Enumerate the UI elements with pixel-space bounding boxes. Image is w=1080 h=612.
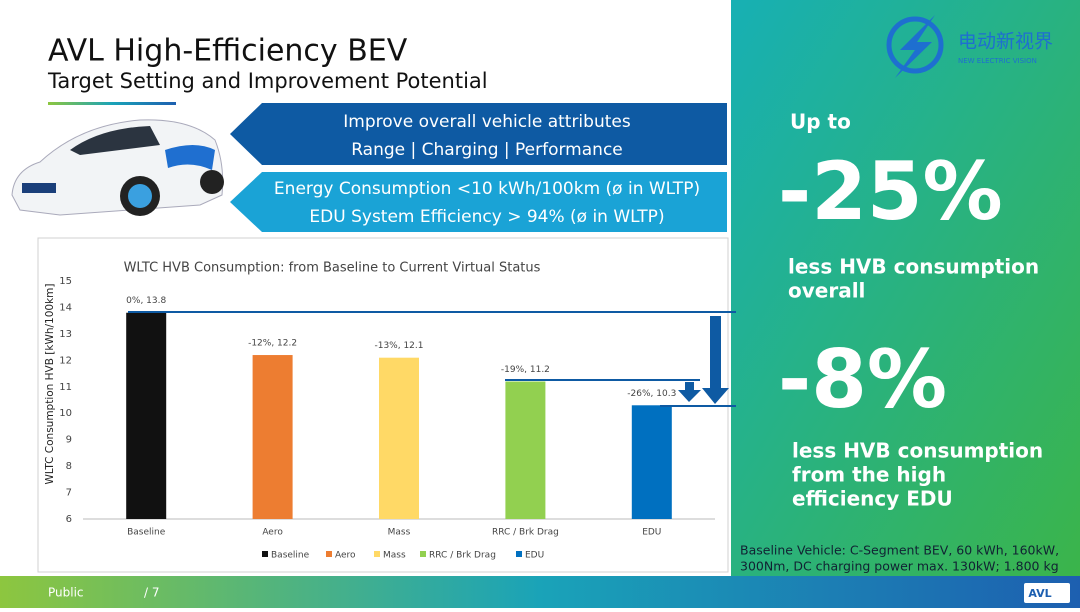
subtitle: Target Setting and Improvement Potential (47, 69, 488, 93)
y-tick-label: 14 (59, 302, 72, 313)
highlight-text: efficiency EDU (792, 487, 953, 511)
brand: AVL (1028, 587, 1051, 600)
title: AVL High-Efficiency BEV (48, 34, 408, 69)
banner-text: Range | Charging | Performance (351, 140, 623, 160)
annotation-arrows (128, 311, 736, 407)
footer-classification: Public (48, 586, 84, 600)
footnote: 300Nm, DC charging power max. 130kW; 1.8… (740, 559, 1059, 574)
y-tick-label: 8 (66, 461, 72, 472)
banner-text: Energy Consumption <10 kWh/100km (ø in W… (274, 179, 700, 199)
value-label: -13%, 12.1 (374, 341, 423, 351)
highlight-text: overall (788, 279, 865, 303)
value-label: -19%, 11.2 (501, 365, 550, 375)
car (11, 119, 224, 216)
y-tick-label: 10 (59, 408, 72, 419)
y-tick-label: 6 (66, 514, 72, 525)
y-tick-label: 9 (66, 435, 72, 446)
highlight-value: -8% (778, 333, 947, 426)
value-label: 0%, 13.8 (126, 296, 166, 306)
footnote: Baseline Vehicle: C-Segment BEV, 60 kWh,… (740, 543, 1059, 558)
x-tick-label: RRC / Brk Drag (492, 528, 559, 538)
highlight-value: -25% (778, 145, 1003, 238)
x-tick-label: Baseline (127, 528, 166, 538)
bar (505, 381, 546, 519)
chart-title: WLTC HVB Consumption: from Baseline to C… (124, 261, 541, 276)
legend-label: RRC / Brk Drag (429, 551, 496, 561)
legend-swatch (326, 551, 332, 557)
legend-swatch (262, 551, 268, 557)
y-tick-label: 12 (59, 355, 72, 366)
logo: 电动新视界 NEW ELECTRIC VISION (886, 15, 1053, 78)
bar (126, 312, 167, 519)
highlight-text: less HVB consumption (788, 255, 1039, 279)
value-label: -12%, 12.2 (248, 339, 297, 349)
bar (252, 355, 293, 519)
y-axis-label: WLTC Consumption HVB [kWh/100km] (44, 284, 56, 485)
bar (631, 405, 672, 519)
legend-label: Aero (335, 551, 356, 561)
bar (379, 357, 419, 519)
y-tick-label: 7 (66, 488, 72, 499)
legend-label: Baseline (271, 551, 310, 561)
title-underline (48, 102, 176, 105)
legend-swatch (420, 551, 426, 557)
highlight-text: from the high (792, 463, 946, 487)
footer-bar (0, 576, 1080, 608)
brand-box (1024, 583, 1070, 603)
plot: 6 7 8 9 10 11 12 13 14 15 Baseline 0%, 13.8 Baseline… (59, 276, 715, 561)
right-panel (731, 0, 1080, 576)
banner-top (230, 103, 727, 165)
banner-bottom (230, 172, 727, 232)
legend-swatch (374, 551, 380, 557)
highlight-intro: Up to (790, 110, 851, 134)
x-tick-label: Aero (262, 528, 283, 538)
logo-tagline: NEW ELECTRIC VISION (958, 57, 1037, 65)
highlight-text: less HVB consumption (792, 439, 1043, 463)
banner-text: EDU System Efficiency > 94% (ø in WLTP) (309, 207, 664, 227)
legend-swatch (516, 551, 522, 557)
legend-label: Mass (383, 551, 406, 561)
y-tick-label: 11 (59, 382, 72, 393)
banner-text: Improve overall vehicle attributes (343, 112, 631, 132)
logo-name: 电动新视界 (958, 31, 1053, 53)
y-tick-label: 13 (59, 329, 72, 340)
footer-page: / 7 (144, 586, 160, 600)
y-tick-label: 15 (59, 276, 72, 287)
x-tick-label: EDU (642, 528, 661, 538)
value-label: -26%, 10.3 (627, 389, 676, 399)
x-tick-label: Mass (388, 528, 411, 538)
legend-label: EDU (525, 551, 544, 561)
